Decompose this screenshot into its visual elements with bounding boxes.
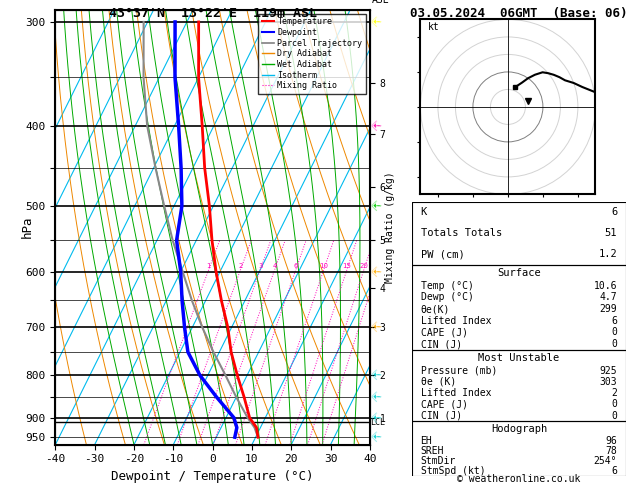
Text: SREH: SREH — [421, 447, 444, 456]
Text: 51: 51 — [605, 228, 617, 238]
Text: 4.7: 4.7 — [599, 293, 617, 302]
Text: kt: kt — [428, 22, 439, 32]
Text: Temp (°C): Temp (°C) — [421, 281, 474, 291]
Text: Lifted Index: Lifted Index — [421, 316, 491, 326]
Text: EH: EH — [421, 436, 432, 447]
Text: 2: 2 — [611, 388, 617, 398]
Text: Surface: Surface — [497, 268, 541, 278]
Text: 299: 299 — [599, 304, 617, 314]
Text: 10.6: 10.6 — [594, 281, 617, 291]
Text: LCL: LCL — [370, 418, 386, 427]
Text: ⇱: ⇱ — [371, 16, 384, 28]
Text: StmDir: StmDir — [421, 456, 456, 467]
Text: 0: 0 — [611, 411, 617, 421]
Text: 925: 925 — [599, 365, 617, 376]
Text: PW (cm): PW (cm) — [421, 249, 464, 260]
Text: 3: 3 — [258, 263, 263, 269]
Text: 96: 96 — [606, 436, 617, 447]
Text: 0: 0 — [611, 339, 617, 349]
Text: km
ASL: km ASL — [371, 0, 389, 5]
Text: ⇱: ⇱ — [371, 200, 384, 212]
Text: CAPE (J): CAPE (J) — [421, 399, 467, 410]
Text: 0: 0 — [611, 399, 617, 410]
X-axis label: Dewpoint / Temperature (°C): Dewpoint / Temperature (°C) — [111, 470, 314, 483]
Text: CAPE (J): CAPE (J) — [421, 328, 467, 337]
Text: 6: 6 — [611, 466, 617, 476]
Text: CIN (J): CIN (J) — [421, 339, 462, 349]
Text: 0: 0 — [611, 328, 617, 337]
Text: Totals Totals: Totals Totals — [421, 228, 502, 238]
Text: 1: 1 — [207, 263, 211, 269]
Text: 4: 4 — [273, 263, 277, 269]
Text: 303: 303 — [599, 377, 617, 387]
Text: ⇱: ⇱ — [371, 321, 384, 333]
Text: 254°: 254° — [594, 456, 617, 467]
Text: © weatheronline.co.uk: © weatheronline.co.uk — [457, 473, 581, 484]
Text: Hodograph: Hodograph — [491, 424, 547, 434]
Text: ⇱: ⇱ — [371, 119, 384, 132]
Text: K: K — [421, 207, 427, 217]
Text: ⇱: ⇱ — [371, 411, 384, 424]
Text: 10: 10 — [320, 263, 328, 269]
Text: 03.05.2024  06GMT  (Base: 06): 03.05.2024 06GMT (Base: 06) — [410, 7, 628, 20]
Text: ⇱: ⇱ — [371, 265, 384, 278]
Text: 6: 6 — [611, 316, 617, 326]
Text: θe(K): θe(K) — [421, 304, 450, 314]
Text: θe (K): θe (K) — [421, 377, 456, 387]
Text: 6: 6 — [294, 263, 298, 269]
Text: 78: 78 — [606, 447, 617, 456]
Text: 15: 15 — [343, 263, 352, 269]
Text: 2: 2 — [238, 263, 243, 269]
Text: ⇱: ⇱ — [371, 431, 384, 444]
Text: Dewp (°C): Dewp (°C) — [421, 293, 474, 302]
Text: hPa: hPa — [21, 216, 33, 239]
Text: Lifted Index: Lifted Index — [421, 388, 491, 398]
Text: Most Unstable: Most Unstable — [478, 353, 560, 363]
Text: 20: 20 — [360, 263, 369, 269]
Text: 43°37'N  13°22'E  119m ASL: 43°37'N 13°22'E 119m ASL — [109, 7, 316, 20]
Text: Pressure (mb): Pressure (mb) — [421, 365, 497, 376]
Text: Mixing Ratio (g/kg): Mixing Ratio (g/kg) — [386, 172, 395, 283]
Text: StmSpd (kt): StmSpd (kt) — [421, 466, 485, 476]
Text: ⇱: ⇱ — [371, 391, 384, 403]
Text: CIN (J): CIN (J) — [421, 411, 462, 421]
Text: ⇱: ⇱ — [371, 369, 384, 382]
Text: 6: 6 — [611, 207, 617, 217]
Text: 1.2: 1.2 — [599, 249, 617, 260]
Legend: Temperature, Dewpoint, Parcel Trajectory, Dry Adiabat, Wet Adiabat, Isotherm, Mi: Temperature, Dewpoint, Parcel Trajectory… — [258, 14, 365, 93]
